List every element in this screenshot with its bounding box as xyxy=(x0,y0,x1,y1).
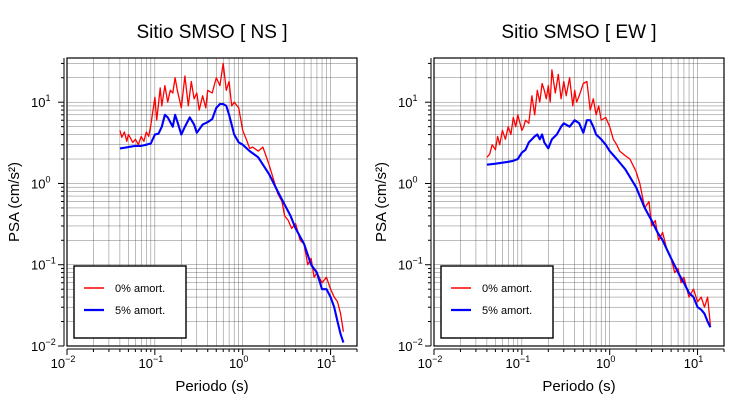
y-tick-label: 100 xyxy=(398,174,417,191)
ticks xyxy=(58,62,358,355)
y-tick-label: 100 xyxy=(31,174,50,191)
x-tick-label: 100 xyxy=(229,354,248,371)
legend-label-2: 5% amort. xyxy=(482,305,532,317)
x-tick-label: 10−1 xyxy=(138,354,163,371)
series-line-1 xyxy=(119,62,345,332)
x-tick-label: 10−2 xyxy=(418,354,443,371)
x-tick-label: 10−1 xyxy=(505,354,530,371)
legend: 0% amort. 5% amort. xyxy=(440,265,554,339)
y-tick-label: 101 xyxy=(31,93,50,110)
series-line-2 xyxy=(486,119,712,328)
chart-title: Sitio SMSO [ NS ] xyxy=(137,22,288,43)
series-line-2 xyxy=(119,102,345,343)
x-tick-label: 101 xyxy=(317,354,336,371)
y-tick-label: 10−1 xyxy=(31,256,56,273)
y-axis-label: PSA (cm/s²) xyxy=(373,162,390,242)
legend: 0% amort. 5% amort. xyxy=(73,265,187,339)
y-tick-label: 10−2 xyxy=(398,337,423,354)
y-tick-label: 101 xyxy=(398,93,417,110)
x-tick-label: 101 xyxy=(684,354,703,371)
x-tick-label: 10−2 xyxy=(51,354,76,371)
grid xyxy=(66,58,358,347)
legend-label-1: 0% amort. xyxy=(482,283,532,295)
ticks xyxy=(425,62,725,355)
legend-box xyxy=(73,265,187,339)
legend-box xyxy=(440,265,554,339)
y-axis-label: PSA (cm/s²) xyxy=(6,162,23,242)
chart-2: Sitio SMSO [ EW ] 10−2 10−1 100 101 10−2 10−1 1… xyxy=(373,22,725,395)
x-tick-label: 100 xyxy=(596,354,615,371)
plot-frame xyxy=(433,57,725,347)
legend-label-1: 0% amort. xyxy=(115,283,165,295)
plot-frame xyxy=(66,57,358,347)
y-tick-label: 10−1 xyxy=(398,256,423,273)
x-axis-label: Periodo (s) xyxy=(175,378,248,395)
x-axis-label: Periodo (s) xyxy=(542,378,615,395)
y-tick-label: 10−2 xyxy=(31,337,56,354)
legend-label-2: 5% amort. xyxy=(115,305,165,317)
chart-1: Sitio SMSO [ NS ] 10−2 10−1 100 101 10−2 10−1 1… xyxy=(6,22,358,395)
chart-title: Sitio SMSO [ EW ] xyxy=(501,22,656,43)
